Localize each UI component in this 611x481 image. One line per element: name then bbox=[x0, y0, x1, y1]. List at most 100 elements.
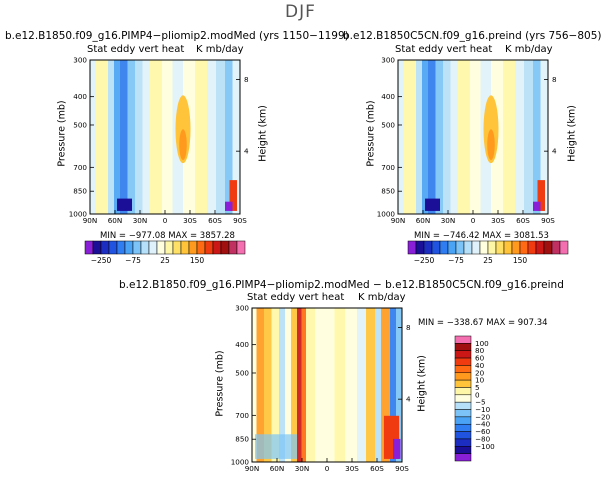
colorbar-swatch bbox=[551, 240, 561, 255]
panel-1-band bbox=[207, 60, 216, 214]
colorbar-swatch bbox=[108, 240, 118, 255]
colorbar-top-label: 150 bbox=[513, 256, 528, 265]
panel-2-y2label: Height (km) bbox=[566, 105, 578, 162]
panel-3-units: K mb/day bbox=[358, 292, 406, 303]
panel-1-band bbox=[135, 60, 143, 214]
colorbar-swatch bbox=[519, 240, 529, 255]
panel-3-band bbox=[375, 308, 381, 462]
panel-2-band bbox=[404, 60, 416, 214]
panel-3-band bbox=[315, 308, 335, 462]
colorbar-diff-swatch bbox=[454, 365, 472, 374]
colorbar-swatch bbox=[228, 240, 238, 255]
colorbar-swatch bbox=[140, 240, 150, 255]
panel-1-band bbox=[162, 60, 173, 214]
panel-3-surface-purple bbox=[393, 438, 401, 459]
panel-1-band bbox=[232, 60, 240, 214]
panel-3-field bbox=[252, 308, 402, 462]
colorbar-swatch bbox=[116, 240, 126, 255]
colorbar-diff-label: −80 bbox=[475, 434, 491, 443]
panel-2-band bbox=[524, 60, 533, 214]
colorbar-diff-swatch bbox=[454, 453, 472, 462]
colorbar-swatch bbox=[212, 240, 222, 255]
latitude-tick-label: 90S bbox=[395, 464, 409, 473]
pressure-tick-label: 400 bbox=[381, 92, 395, 101]
colorbar-diff-swatch bbox=[454, 387, 472, 396]
panel-1-band bbox=[96, 60, 108, 214]
latitude-tick-label: 60N bbox=[270, 464, 285, 473]
panel-1-band bbox=[108, 60, 114, 214]
colorbar-diff-swatch bbox=[454, 409, 472, 418]
colorbar-diff-label: 10 bbox=[475, 376, 485, 385]
panel-3-band bbox=[297, 308, 302, 462]
colorbar-diff-label: −20 bbox=[475, 412, 491, 421]
colorbar-swatch bbox=[236, 240, 246, 255]
colorbar-swatch bbox=[535, 240, 545, 255]
colorbar-swatch bbox=[447, 240, 457, 255]
colorbar-diff-label: 20 bbox=[475, 368, 485, 377]
panel-1-field bbox=[90, 60, 240, 214]
pressure-tick-label: 400 bbox=[235, 340, 249, 349]
latitude-tick-label: 30S bbox=[491, 216, 505, 225]
colorbar-diff-swatch bbox=[454, 343, 472, 351]
colorbar-swatch bbox=[220, 240, 230, 255]
panel-2-units: K mb/day bbox=[505, 44, 553, 55]
colorbar-swatch bbox=[148, 240, 158, 255]
panel-2-stats: MIN = −746.42 MAX = 3081.53 bbox=[414, 231, 549, 241]
height-tick-label: 4 bbox=[406, 395, 411, 404]
panel-3-band bbox=[396, 308, 402, 462]
colorbar-swatch bbox=[471, 240, 481, 255]
colorbar-diff-swatch bbox=[454, 394, 472, 403]
colorbar-top-label: 150 bbox=[190, 256, 205, 265]
panel-3-band bbox=[345, 308, 357, 462]
colorbar-swatch bbox=[84, 240, 94, 255]
latitude-tick-label: 90N bbox=[245, 464, 260, 473]
latitude-tick-label: 30N bbox=[441, 216, 456, 225]
panel-3-surface-min bbox=[255, 434, 297, 459]
panel-1-band bbox=[225, 60, 233, 214]
colorbar-top-label: −75 bbox=[125, 256, 141, 265]
colorbar-swatch bbox=[124, 240, 134, 255]
panel-1-band bbox=[120, 60, 128, 214]
panel-2-band bbox=[458, 60, 470, 214]
panel-3-band bbox=[285, 308, 291, 462]
colorbar-diff-swatch bbox=[454, 335, 472, 344]
latitude-tick-label: 0 bbox=[325, 464, 330, 473]
pressure-tick-label: 500 bbox=[381, 120, 395, 129]
panel-3-band bbox=[357, 308, 366, 462]
colorbar-swatch bbox=[132, 240, 142, 255]
latitude-tick-label: 0 bbox=[471, 216, 476, 225]
pressure-tick-label: 700 bbox=[235, 411, 249, 420]
colorbar-diff-swatch bbox=[454, 357, 472, 366]
pressure-tick-label: 500 bbox=[235, 368, 249, 377]
panel-1-variable: Stat eddy vert heat bbox=[87, 44, 185, 55]
panel-2-band bbox=[503, 60, 515, 214]
panel-2-surface-min bbox=[425, 198, 440, 211]
colorbar-top-label: −75 bbox=[448, 256, 464, 265]
panel-1-band bbox=[127, 60, 135, 214]
panel-3-variable: Stat eddy vert heat bbox=[247, 292, 345, 303]
panel-1-stats: MIN = −977.08 MAX = 3857.28 bbox=[100, 231, 235, 241]
colorbar-swatch bbox=[543, 240, 553, 255]
panel-3-band bbox=[381, 308, 390, 462]
colorbar-swatch bbox=[172, 240, 182, 255]
pressure-tick-label: 300 bbox=[381, 56, 395, 65]
panel-1-tropical-core bbox=[179, 129, 187, 161]
panel-3-band bbox=[334, 308, 345, 462]
colorbar-top-label: −250 bbox=[91, 256, 112, 265]
colorbar-diff-swatch bbox=[454, 446, 472, 454]
colorbar-diff-swatch bbox=[454, 372, 472, 381]
colorbar-swatch bbox=[455, 240, 465, 255]
panel-1-tropical-max bbox=[175, 95, 191, 164]
colorbar-top-label: 25 bbox=[160, 256, 170, 265]
colorbar-diff-swatch bbox=[454, 401, 472, 410]
colorbar-swatch bbox=[431, 240, 441, 255]
panel-3-band bbox=[366, 308, 375, 462]
panel-2-band bbox=[435, 60, 443, 214]
panel-3-band bbox=[256, 308, 264, 462]
colorbar-diff-swatch bbox=[454, 423, 472, 432]
panel-3-band bbox=[252, 308, 257, 462]
panel-3-band bbox=[279, 308, 285, 462]
colorbar-swatch bbox=[503, 240, 513, 255]
panel-1-surface-min bbox=[117, 198, 132, 211]
panel-3-band bbox=[306, 308, 315, 462]
